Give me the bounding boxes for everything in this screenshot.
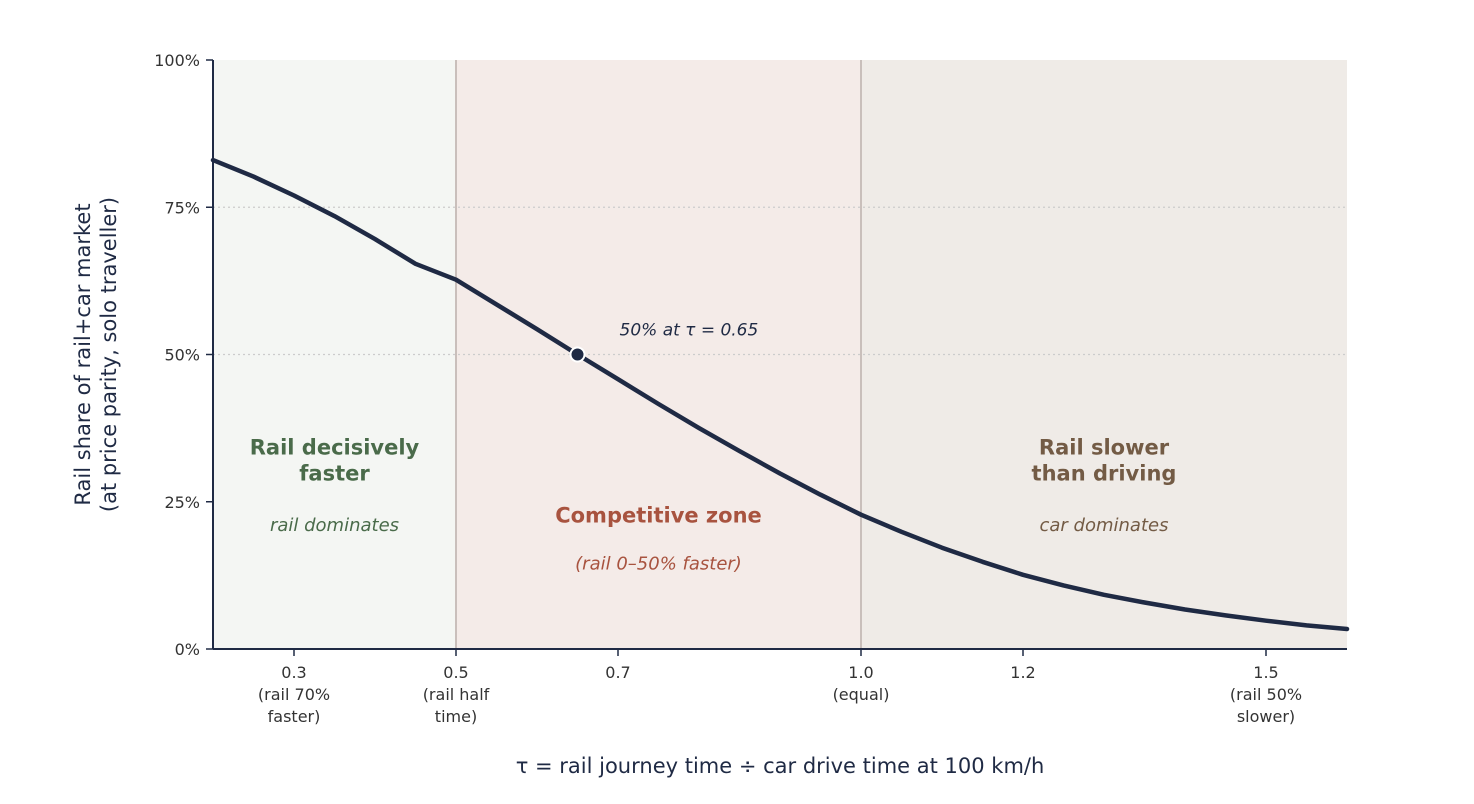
x-axis-title: τ = rail journey time ÷ car drive time a… [516,754,1045,778]
x-tick-label-line: (rail 70% [258,685,330,704]
x-tick-label-line: (rail half [423,685,490,704]
y-tick-label: 0% [175,640,200,659]
zone-title-line: Rail slower [1039,436,1170,460]
x-tick-label: 1.5 (rail 50% slower) [1230,663,1302,726]
x-tick-label-line: 0.7 [605,663,630,682]
x-tick-label-line: 1.2 [1010,663,1035,682]
zone-subtitle: car dominates [1040,515,1169,536]
marker-annotation: 50% at τ = 0.65 [620,321,759,341]
x-tick-label-line: time) [435,707,477,726]
x-tick-label-line: 0.3 [281,663,306,682]
zone-title: Rail slower than driving [1032,436,1177,486]
x-tick-label-line: faster) [268,707,321,726]
zone-title: Competitive zone [555,503,762,527]
x-tick-label: 0.3 (rail 70% faster) [258,663,330,726]
x-tick-label: 0.5 (rail half time) [423,663,490,726]
zone-title-line: Competitive zone [555,503,762,527]
y-tick-label: 50% [164,346,200,365]
series-line [210,157,1350,632]
x-tick-label-line: 1.0 [848,663,873,682]
marker-point [569,346,586,363]
y-axis-title-line: (at price parity, solo traveller) [97,197,121,512]
x-tick-label: 0.7 [605,663,630,682]
y-axis-title: Rail share of rail+car market(at price p… [71,197,121,512]
y-axis-title-line: Rail share of rail+car market [71,203,95,505]
zone-title-line: than driving [1032,462,1177,486]
y-tick-label: 100% [154,51,200,70]
y-tick-label: 75% [164,198,200,217]
x-tick-label-line: (rail 50% [1230,685,1302,704]
x-tick-label-line: 0.5 [443,663,468,682]
x-tick-label: 1.0 (equal) [833,663,890,704]
axes-layer: 0% 25% 50% 75% 100% 0.3 (rail 70% faster) 0.5 (ra… [71,51,1347,778]
zone-title: Rail decisively faster [250,436,420,486]
x-tick-label-line: 1.5 [1253,663,1278,682]
zone-title-line: Rail decisively [250,436,420,460]
zone-subtitle: (rail 0–50% faster) [575,553,742,574]
labels-layer: Rail decisively faster rail dominates Compe… [250,321,1177,575]
x-tick-label: 1.2 [1010,663,1035,682]
zone-title-line: faster [299,462,370,486]
grid-layer [213,206,1347,356]
x-tick-label-line: slower) [1237,707,1295,726]
x-tick-label-line: (equal) [833,685,890,704]
zone-subtitle: rail dominates [270,515,399,536]
series-layer [210,157,1350,632]
y-tick-label: 25% [164,493,200,512]
